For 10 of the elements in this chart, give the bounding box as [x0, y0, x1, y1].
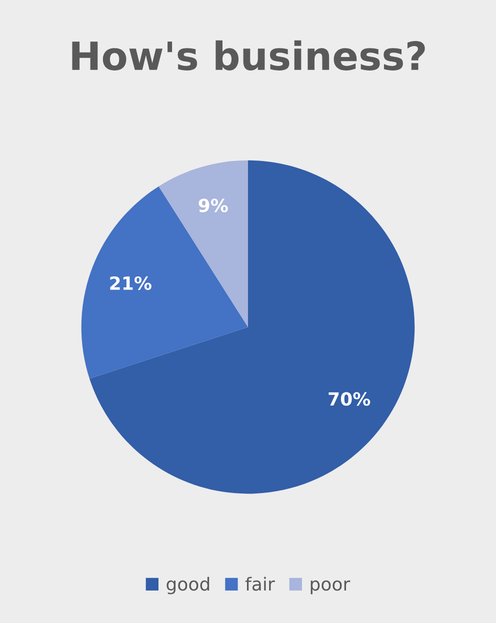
- data-label: 21%: [110, 276, 152, 290]
- chart-title: How's business?: [72, 40, 425, 70]
- data-label: 70%: [328, 392, 370, 406]
- legend-label: poor: [310, 580, 350, 594]
- pie-slice: [81, 186, 248, 379]
- legend-label: good: [166, 576, 210, 594]
- pie-slice: [90, 160, 415, 494]
- data-label: 9%: [198, 198, 228, 212]
- pie-slice: [158, 160, 248, 328]
- legend-label: fair: [245, 576, 275, 591]
